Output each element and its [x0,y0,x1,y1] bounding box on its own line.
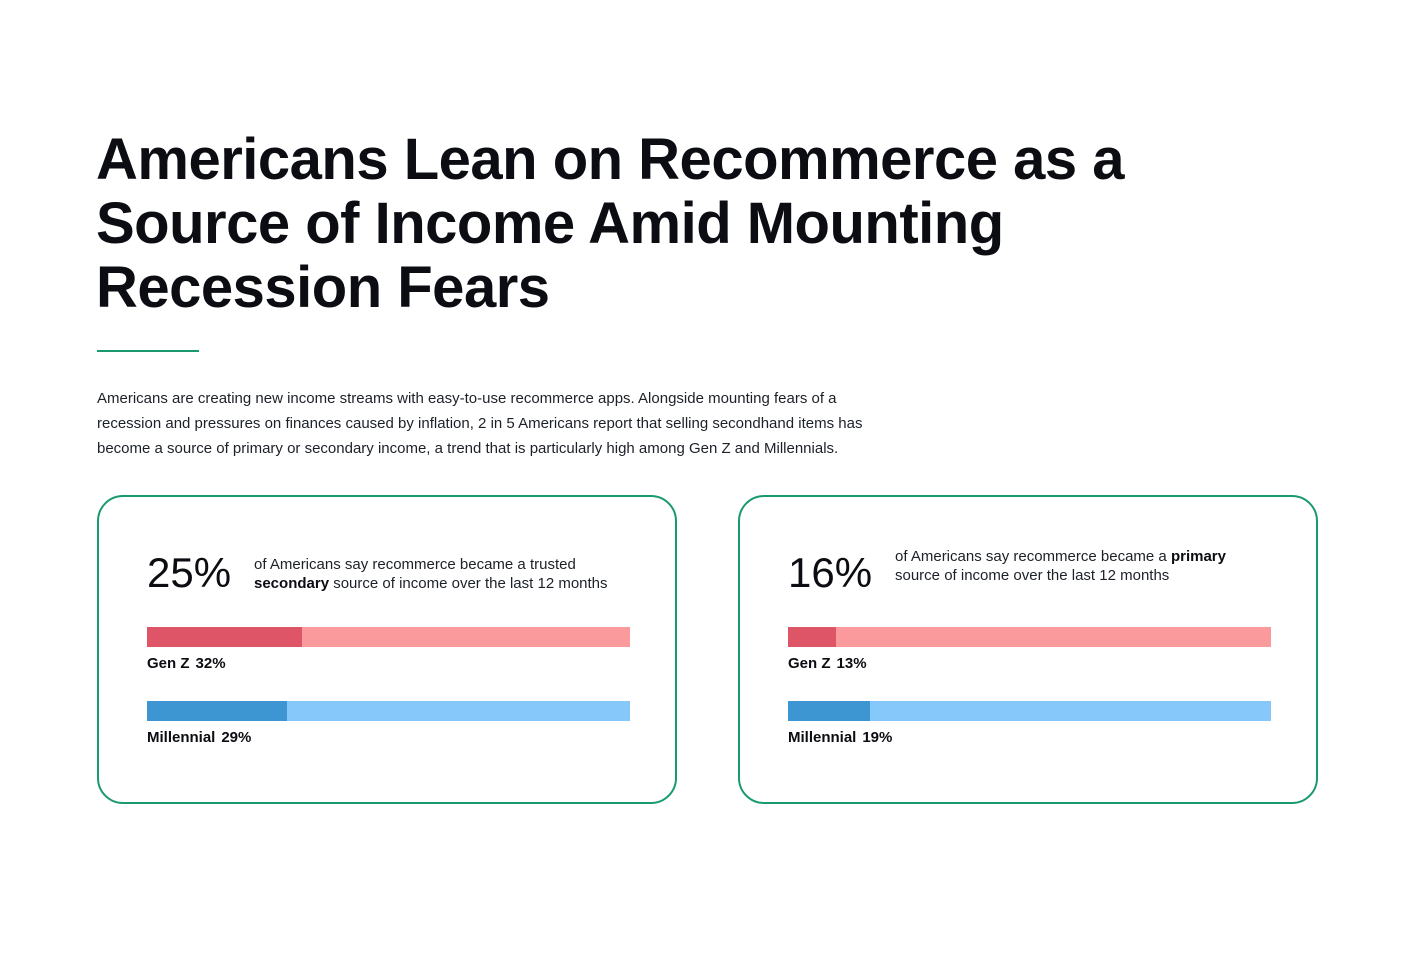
value-label: 29% [221,729,252,746]
millennial-bar-track [788,701,1271,721]
description-emphasis: secondary [254,575,330,592]
description-text: source of income over the last 12 months [329,575,608,592]
genz-bar-fill [147,627,302,647]
genz-bar-fill [788,627,837,647]
page-title: Americans Lean on Recommerce as a Source… [96,127,1124,320]
millennial-bar-label: Millennial 29% [147,729,251,747]
description-text: of Americans say recommerce became a [895,548,1171,565]
description-emphasis: primary [1170,548,1226,565]
genz-bar-label: Gen Z 13% [788,655,867,673]
millennial-bar-label: Millennial 19% [788,729,892,747]
headline-percentage: 16% [788,549,873,596]
genz-bar-label: Gen Z 32% [147,655,226,673]
headline-percentage: 25% [147,549,232,596]
stat-description: of Americans say recommerce became a pri… [895,547,1275,585]
category-label: Gen Z [788,655,831,672]
primary-income-card: 16% of Americans say recommerce became a… [738,495,1318,804]
genz-bar-track [147,627,630,647]
category-label: Millennial [147,729,216,746]
intro-paragraph: Americans are creating new income stream… [97,390,863,457]
genz-bar-track [788,627,1271,647]
value-label: 32% [195,655,226,672]
stat-description: of Americans say recommerce became a tru… [254,555,634,593]
description-text: source of income over the last 12 months [895,567,1170,584]
value-label: 19% [862,729,893,746]
millennial-bar-track [147,701,630,721]
title-divider [97,350,199,352]
millennial-bar-fill [147,701,288,721]
value-label: 13% [836,655,867,672]
secondary-income-card: 25% of Americans say recommerce became a… [97,495,677,804]
description-text: of Americans say recommerce became a tru… [254,556,576,573]
category-label: Gen Z [147,655,190,672]
millennial-bar-fill [788,701,871,721]
category-label: Millennial [788,729,857,746]
